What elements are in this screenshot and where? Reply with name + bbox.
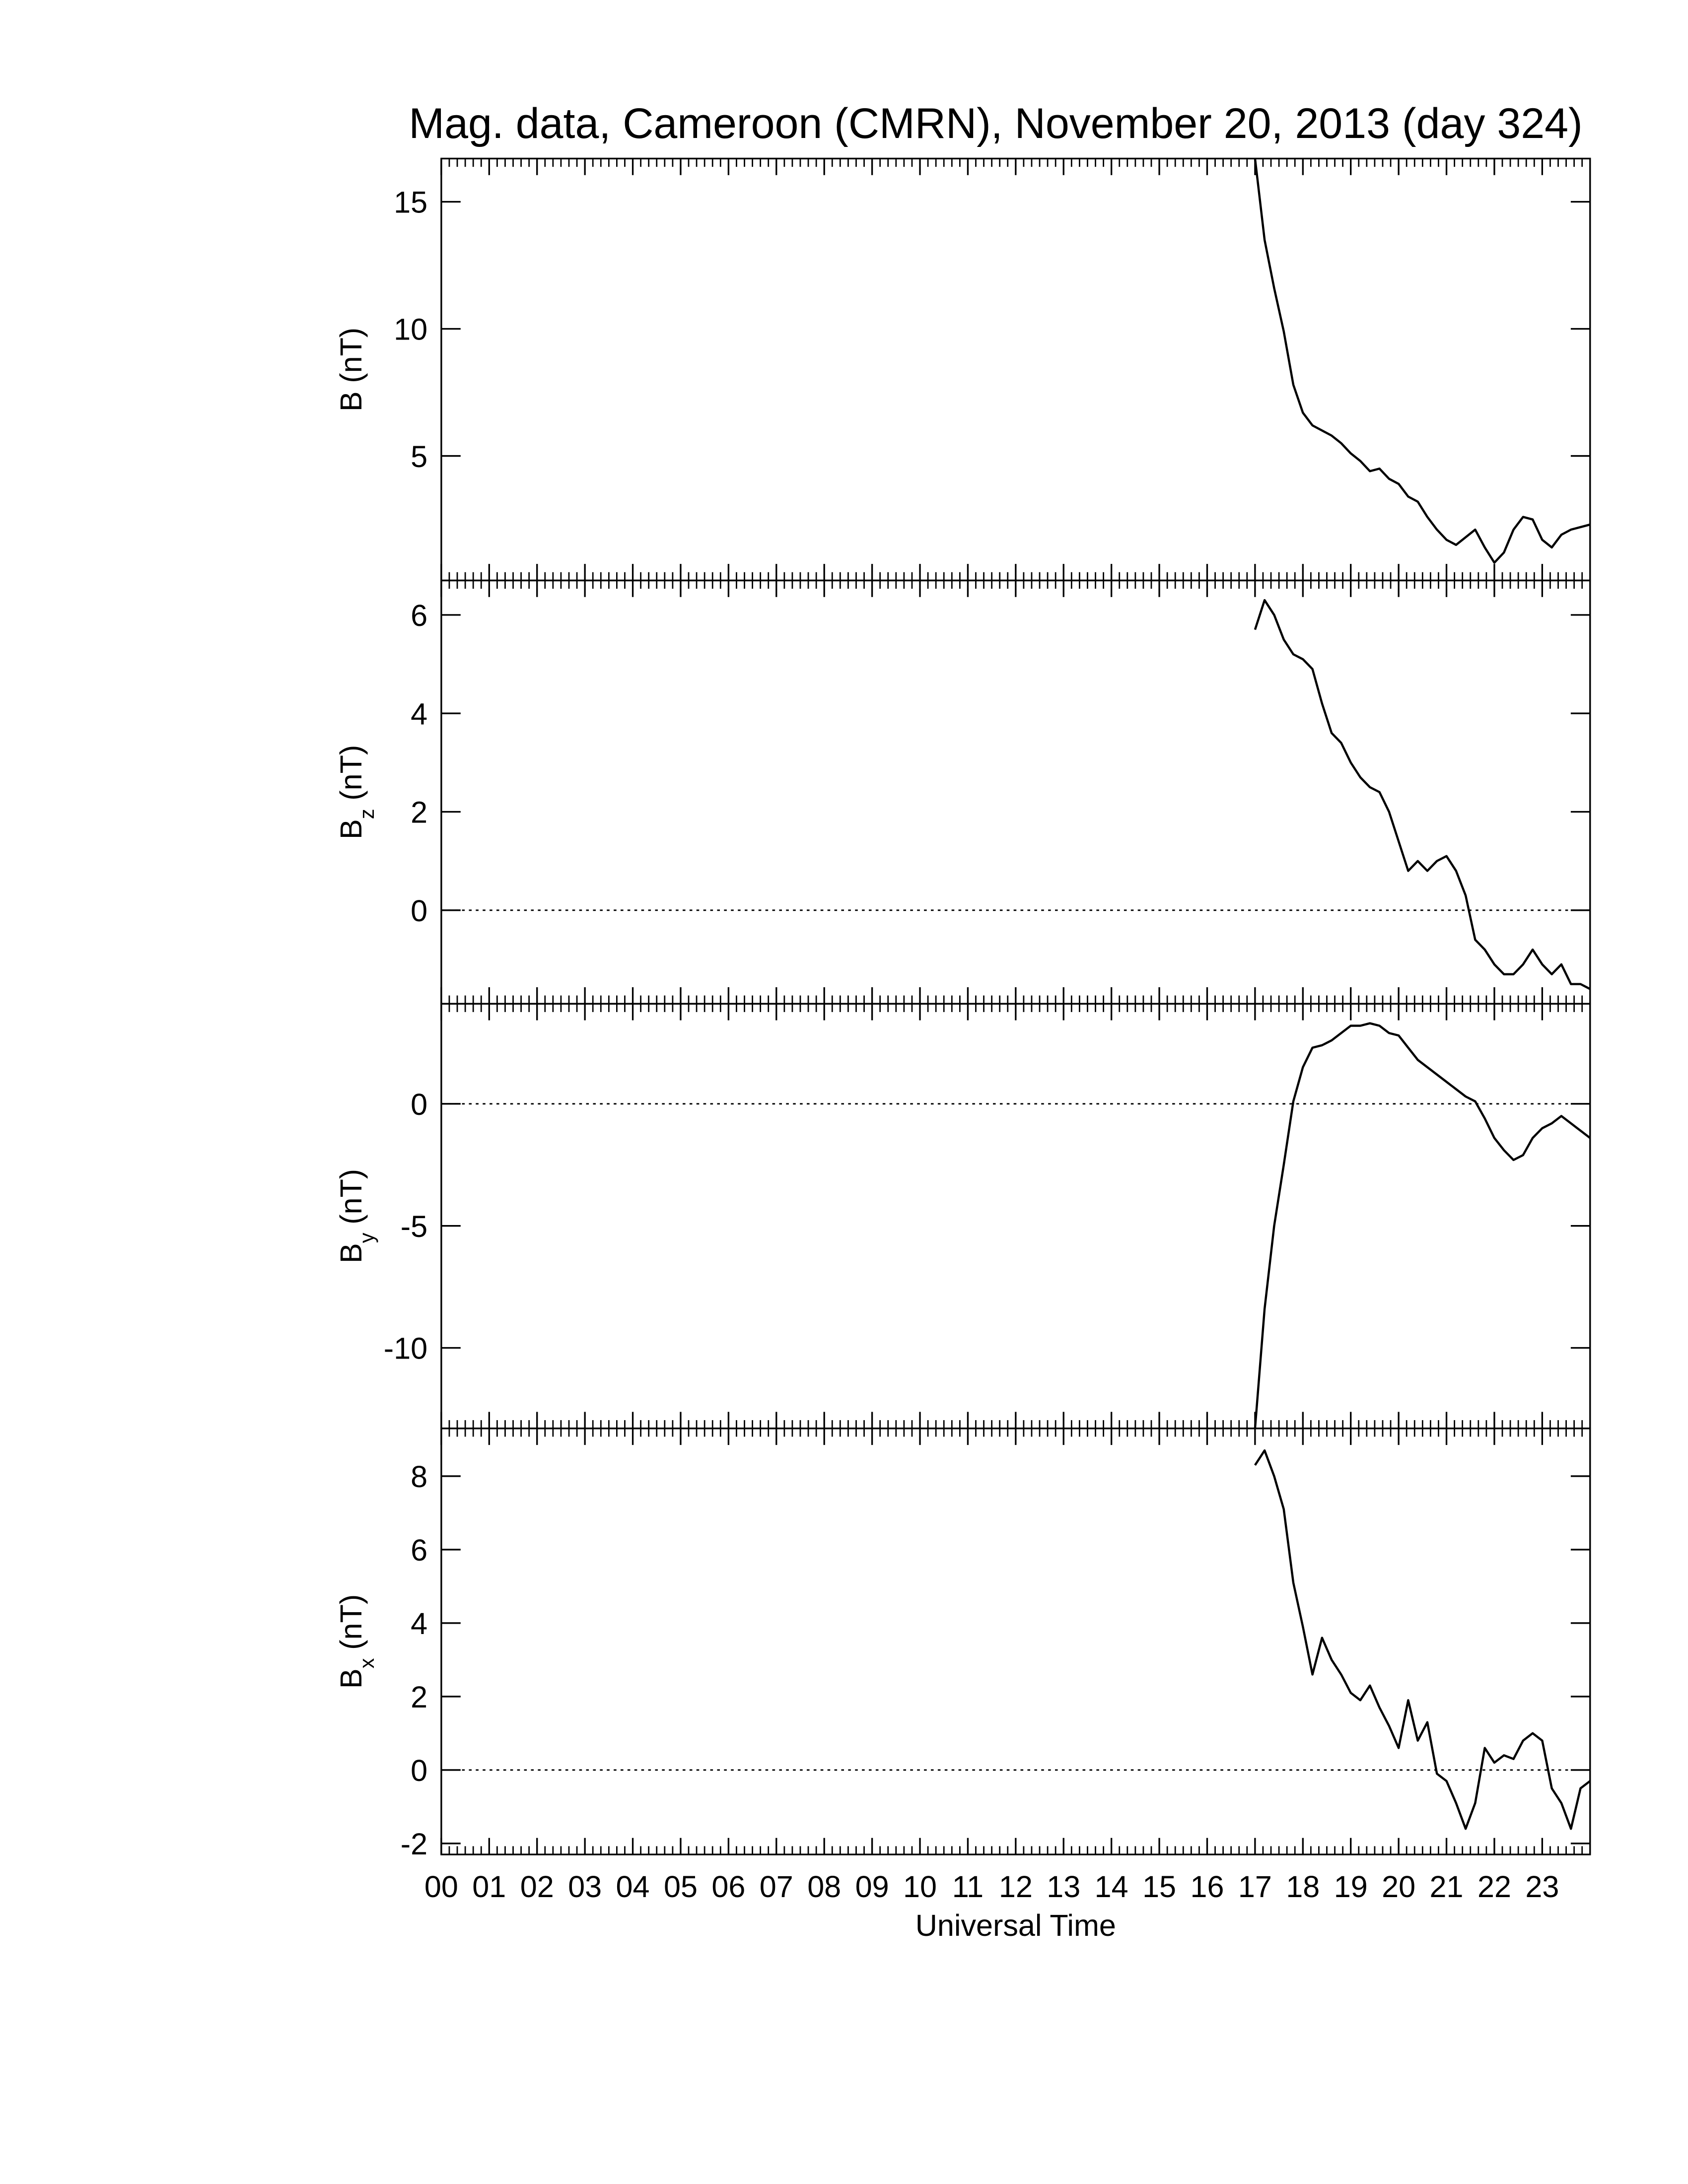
x-tick-label: 13 (1047, 1870, 1080, 1904)
y-tick-label: 5 (411, 440, 427, 474)
x-tick-label: 16 (1190, 1870, 1224, 1904)
x-tick-label: 19 (1334, 1870, 1368, 1904)
y-label-subscript: y (355, 1232, 378, 1243)
y-tick-label: -2 (401, 1827, 427, 1861)
y-label-unit: (nT) (334, 745, 368, 801)
x-tick-label: 17 (1238, 1870, 1272, 1904)
plot-frame (440, 1428, 1591, 1855)
x-tick-label: 15 (1142, 1870, 1176, 1904)
y-axis-label: B (nT) (334, 328, 368, 411)
y-label-unit: (nT) (334, 328, 368, 383)
x-tick-label: 00 (424, 1870, 458, 1904)
y-tick-label: 10 (394, 313, 427, 346)
y-tick-label: -5 (401, 1210, 427, 1243)
data-line (1254, 1449, 1591, 1830)
x-tick-label: 20 (1382, 1870, 1415, 1904)
y-label-symbol: B (334, 1668, 368, 1689)
x-tick-label: 04 (616, 1870, 650, 1904)
y-tick-label: 2 (411, 796, 427, 829)
y-label-subscript: x (355, 1658, 378, 1668)
y-label-symbol: B (334, 1243, 368, 1263)
plot-frame (440, 157, 1591, 582)
x-axis-label: Universal Time (915, 1909, 1116, 1942)
x-tick-label: 02 (520, 1870, 554, 1904)
y-label-unit: (nT) (334, 1594, 368, 1650)
x-tick-label: 08 (807, 1870, 841, 1904)
plot-frame (440, 579, 1591, 1005)
y-tick-label: 4 (411, 1607, 427, 1640)
y-tick-label: 0 (411, 1754, 427, 1787)
chart-title: Mag. data, Cameroon (CMRN), November 20,… (409, 100, 1582, 147)
data-line (1254, 158, 1591, 564)
x-tick-label: 06 (711, 1870, 745, 1904)
y-label-symbol: B (334, 819, 368, 839)
x-tick-label: 18 (1286, 1870, 1320, 1904)
y-axis-label: Bx (nT) (334, 1594, 378, 1689)
y-axis-label: Bz (nT) (334, 745, 378, 839)
y-tick-label: 0 (411, 894, 427, 928)
x-tick-label: 21 (1430, 1870, 1464, 1904)
y-tick-label: 6 (411, 599, 427, 632)
data-line (1254, 599, 1591, 990)
x-tick-label: 23 (1525, 1870, 1559, 1904)
y-tick-label: -10 (384, 1332, 427, 1365)
y-label-unit: (nT) (334, 1169, 368, 1225)
y-tick-label: 0 (411, 1088, 427, 1121)
x-tick-label: 01 (472, 1870, 506, 1904)
y-axis-label: By (nT) (334, 1169, 378, 1263)
y-label-symbol: B (334, 391, 368, 411)
x-tick-label: 09 (855, 1870, 889, 1904)
x-tick-label: 22 (1477, 1870, 1511, 1904)
x-tick-label: 12 (999, 1870, 1033, 1904)
data-line (1254, 1022, 1591, 1429)
x-tick-label: 05 (664, 1870, 698, 1904)
y-tick-label: 6 (411, 1533, 427, 1567)
plot-frame (440, 1003, 1591, 1430)
y-tick-label: 8 (411, 1460, 427, 1494)
y-tick-label: 4 (411, 697, 427, 731)
y-label-subscript: z (355, 809, 378, 819)
y-tick-label: 15 (394, 186, 427, 219)
x-tick-label: 11 (952, 1870, 984, 1904)
x-tick-label: 03 (568, 1870, 602, 1904)
x-tick-label: 14 (1095, 1870, 1128, 1904)
y-tick-label: 2 (411, 1680, 427, 1714)
x-tick-label: 10 (903, 1870, 937, 1904)
x-tick-label: 07 (760, 1870, 793, 1904)
